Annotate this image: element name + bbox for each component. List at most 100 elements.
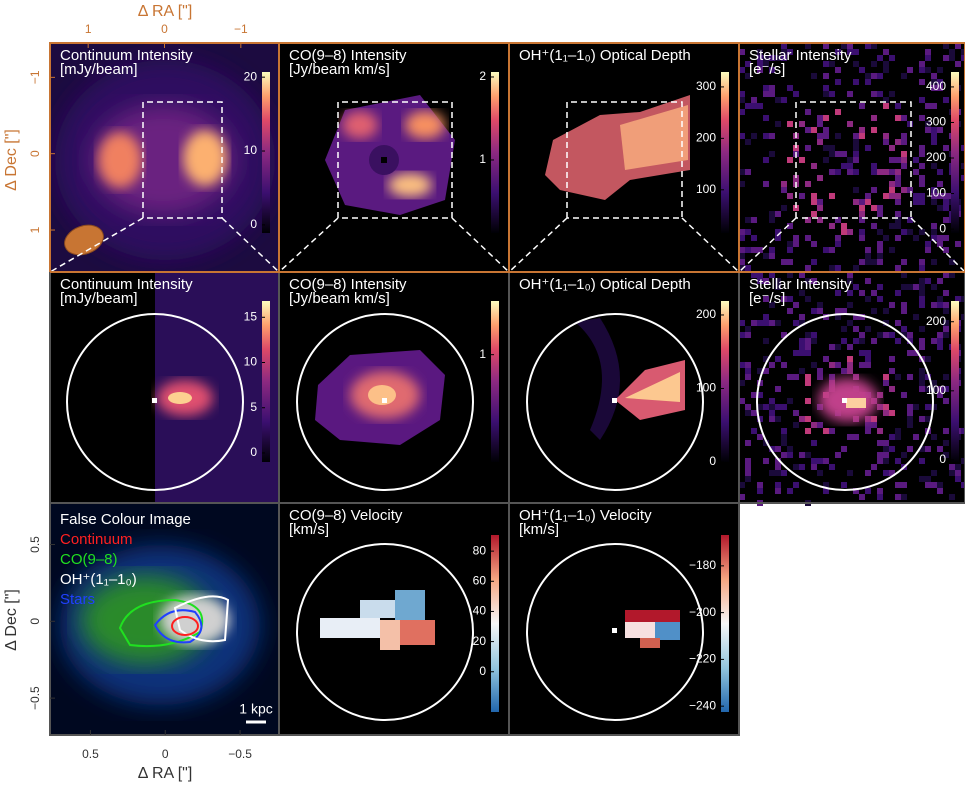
noise-pixel bbox=[937, 446, 943, 452]
noise-pixel bbox=[787, 157, 793, 163]
noise-pixel bbox=[859, 235, 865, 241]
noise-pixel bbox=[799, 416, 805, 422]
noise-pixel bbox=[853, 133, 859, 139]
noise-pixel bbox=[895, 193, 901, 199]
noise-pixel bbox=[805, 332, 811, 338]
noise-pixel bbox=[763, 91, 769, 97]
noise-pixel bbox=[955, 241, 961, 247]
noise-pixel bbox=[817, 205, 823, 211]
noise-pixel bbox=[757, 61, 763, 67]
noise-pixel bbox=[847, 49, 853, 55]
noise-pixel bbox=[841, 446, 847, 452]
stellar-zoom-blob bbox=[818, 378, 878, 422]
noise-pixel bbox=[763, 157, 769, 163]
noise-pixel bbox=[883, 404, 889, 410]
noise-pixel bbox=[811, 338, 817, 344]
noise-pixel bbox=[841, 482, 847, 488]
noise-pixel bbox=[883, 133, 889, 139]
noise-pixel bbox=[865, 145, 871, 151]
noise-pixel bbox=[805, 217, 811, 223]
apertures bbox=[66, 313, 934, 721]
noise-pixel bbox=[829, 91, 835, 97]
noise-pixel bbox=[847, 121, 853, 127]
colorbar-tick-label: 0 bbox=[479, 664, 486, 678]
noise-pixel bbox=[775, 235, 781, 241]
noise-pixel bbox=[943, 326, 949, 332]
noise-pixel bbox=[877, 91, 883, 97]
blob bbox=[388, 173, 432, 197]
noise-pixel bbox=[895, 139, 901, 145]
noise-pixel bbox=[841, 368, 847, 374]
stellar-image bbox=[739, 43, 965, 506]
noise-pixel bbox=[853, 145, 859, 151]
tick-label: 0.5 bbox=[28, 536, 42, 553]
noise-pixel bbox=[865, 79, 871, 85]
noise-pixel bbox=[895, 494, 901, 500]
noise-pixel bbox=[763, 338, 769, 344]
noise-pixel bbox=[841, 338, 847, 344]
noise-pixel bbox=[871, 422, 877, 428]
noise-pixel bbox=[829, 265, 835, 271]
colorbar-tick-label: 400 bbox=[926, 79, 946, 93]
noise-pixel bbox=[817, 139, 823, 145]
noise-pixel bbox=[889, 386, 895, 392]
noise-pixel bbox=[937, 169, 943, 175]
noise-pixel bbox=[769, 446, 775, 452]
noise-pixel bbox=[835, 169, 841, 175]
noise-pixel bbox=[919, 265, 925, 271]
borders bbox=[49, 42, 965, 736]
colorbar-tick-label: −200 bbox=[689, 605, 716, 619]
noise-pixel bbox=[787, 308, 793, 314]
noise-pixel bbox=[961, 482, 965, 488]
noise-pixel bbox=[757, 67, 763, 73]
colorbar-tick-label: 100 bbox=[696, 182, 716, 196]
noise-pixel bbox=[907, 350, 913, 356]
noise-pixel bbox=[889, 302, 895, 308]
colorbar-tick-label: 60 bbox=[473, 573, 487, 587]
noise-pixel bbox=[793, 302, 799, 308]
noise-pixel bbox=[937, 193, 943, 199]
noise-pixel bbox=[787, 223, 793, 229]
noise-pixel bbox=[847, 229, 853, 235]
noise-pixel bbox=[943, 428, 949, 434]
noise-pixel bbox=[805, 338, 811, 344]
noise-pixel bbox=[763, 133, 769, 139]
blob bbox=[342, 111, 378, 139]
noise-pixel bbox=[787, 49, 793, 55]
colorbar-tick-label: 100 bbox=[696, 381, 716, 395]
noise-pixel bbox=[901, 482, 907, 488]
noise-pixel bbox=[877, 332, 883, 338]
wedge bbox=[620, 105, 688, 170]
noise-pixel bbox=[931, 259, 937, 265]
noise-pixel bbox=[769, 67, 775, 73]
noise-pixel bbox=[787, 446, 793, 452]
bottom-axis-label: Δ RA ["] bbox=[138, 765, 193, 782]
noise-pixel bbox=[937, 392, 943, 398]
oh-depth-zoom-image bbox=[575, 318, 685, 440]
noise-pixel bbox=[775, 482, 781, 488]
scale-bar-label: 1 kpc bbox=[239, 701, 272, 717]
noise-pixel bbox=[811, 193, 817, 199]
noise-pixel bbox=[937, 488, 943, 494]
noise-pixel bbox=[829, 145, 835, 151]
noise-pixel bbox=[895, 223, 901, 229]
colorbar bbox=[491, 72, 499, 233]
aperture bbox=[296, 543, 474, 721]
noise-pixel bbox=[919, 284, 925, 290]
noise-pixel bbox=[799, 350, 805, 356]
aperture bbox=[296, 313, 474, 491]
centre bbox=[612, 398, 617, 403]
noise-pixel bbox=[835, 133, 841, 139]
noise-pixel bbox=[943, 55, 949, 61]
noise-pixel bbox=[805, 374, 811, 380]
centre bbox=[612, 628, 617, 633]
noise-pixel bbox=[901, 73, 907, 79]
tick-label: 0 bbox=[162, 747, 169, 761]
panel-unit: [km/s] bbox=[289, 521, 329, 538]
noise-pixel bbox=[859, 211, 865, 217]
noise-pixel bbox=[895, 338, 901, 344]
noise-pixel bbox=[739, 494, 745, 500]
noise-pixel bbox=[793, 241, 799, 247]
noise-pixel bbox=[931, 338, 937, 344]
noise-pixel bbox=[895, 428, 901, 434]
